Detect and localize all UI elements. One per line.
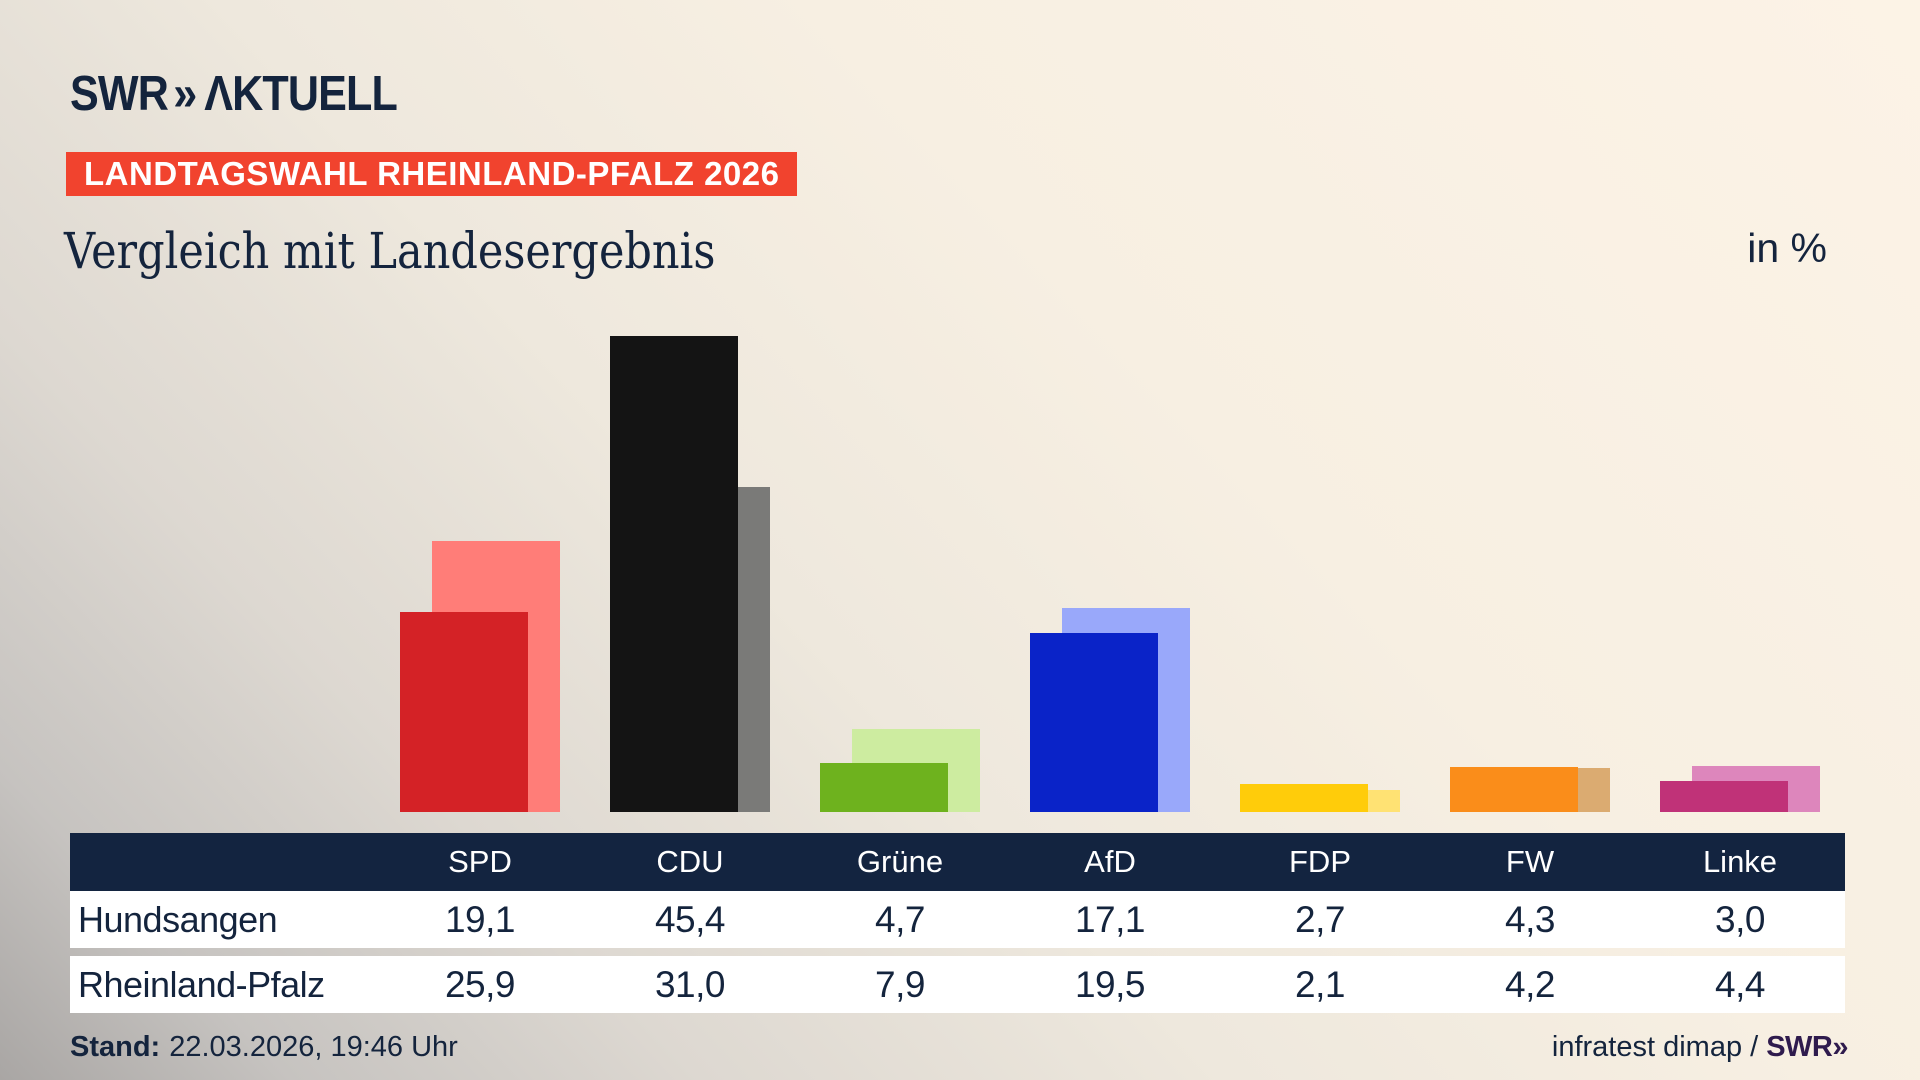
value-grüne-hundsangen: 4,7 [875,899,925,940]
column-header-afd: AfD [1084,844,1136,879]
stand-value: 22.03.2026, 19:46 Uhr [169,1031,458,1063]
results-table: SPD CDU Grüne AfD FDP FW Linke Hundsangen 19,1 45… [70,833,1845,1013]
election-badge: LANDTAGSWAHL RHEINLAND-PFALZ 2026 [66,152,798,196]
stand-label: Stand: [70,1031,161,1063]
row-label: Hundsangen [78,899,278,940]
bar-spd-hundsangen [400,612,528,812]
row-label: Rheinland-Pfalz [78,964,325,1005]
value-spd-hundsangen: 19,1 [444,899,516,940]
value-afd-rheinland-pfalz: 19,5 [1074,964,1146,1005]
source-text: infratest dimap / [1551,1031,1759,1063]
value-fw-rheinland-pfalz: 4,2 [1505,964,1555,1005]
bar-afd-hundsangen [1030,633,1158,812]
swr-aktuell-logo: SWR» ΛKTUELL [70,66,398,122]
value-cdu-rheinland-pfalz: 31,0 [654,964,726,1005]
column-header-grüne: Grüne [856,844,944,879]
logo-aktuell-text: ΛKTUELL [204,67,398,121]
column-header-spd: SPD [448,844,512,879]
value-grüne-rheinland-pfalz: 7,9 [875,964,925,1005]
table-row-rheinland-pfalz: Rheinland-Pfalz 25,9 31,0 7,9 19,5 2,1 4,2 4,4 [70,956,1845,1013]
source-credit: infratest dimap / SWR» [1551,1031,1849,1064]
source-swr-logo: SWR» [1766,1031,1848,1063]
column-header-cdu: CDU [656,844,724,879]
value-afd-hundsangen: 17,1 [1074,899,1146,940]
value-fdp-rheinland-pfalz: 2,1 [1295,964,1345,1005]
table-corner-cell [70,833,375,891]
chart-title: Vergleich mit Landesergebnis [64,222,716,280]
value-cdu-hundsangen: 45,4 [654,899,726,940]
bar-cdu-hundsangen [610,336,738,812]
column-header-fdp: FDP [1289,844,1351,879]
value-spd-rheinland-pfalz: 25,9 [444,964,516,1005]
bar-grüne-hundsangen [820,763,948,812]
unit-label: in % [1747,225,1827,271]
column-header-fw: FW [1505,844,1555,879]
value-linke-rheinland-pfalz: 4,4 [1715,964,1765,1005]
logo-swr-text: SWR [70,67,169,121]
timestamp: Stand: 22.03.2026, 19:46 Uhr [70,1031,458,1064]
bar-fw-hundsangen [1450,767,1578,812]
bar-fdp-hundsangen [1240,784,1368,812]
value-fdp-hundsangen: 2,7 [1295,899,1345,940]
column-header-linke: Linke [1702,844,1778,879]
table-row-hundsangen: Hundsangen 19,1 45,4 4,7 17,1 2,7 4,3 3,0 [70,891,1845,948]
value-fw-hundsangen: 4,3 [1505,899,1555,940]
table-header-row: SPD CDU Grüne AfD FDP FW Linke [70,833,1845,891]
bar-linke-hundsangen [1660,781,1788,812]
value-linke-hundsangen: 3,0 [1715,899,1765,940]
